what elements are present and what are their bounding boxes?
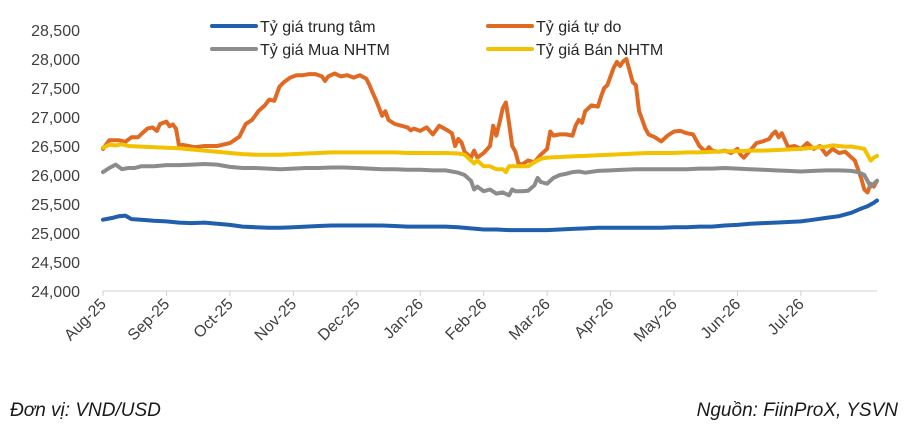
y-tick-label: 27,000 <box>31 110 80 127</box>
series-line-1 <box>101 198 879 233</box>
legend-label-4: Tỷ giá Bán NHTM <box>536 42 663 59</box>
legend-label-2: Tỷ giá tự do <box>536 19 622 36</box>
y-tick-label: 25,500 <box>31 197 80 214</box>
y-axis: 24,000 24,500 25,000 25,500 26,000 26,500 27,0… <box>31 23 80 301</box>
source-note: Nguồn: FiinProX, YSVN <box>696 400 898 421</box>
y-tick-label: 26,500 <box>31 139 80 156</box>
x-tick-label: Mar-26 <box>506 296 554 344</box>
legend-label-3: Tỷ giá Mua NHTM <box>260 42 390 59</box>
x-tick-label: Apr-26 <box>571 296 617 342</box>
y-tick-label: 27,500 <box>31 81 80 98</box>
x-tick-label: Nov-25 <box>252 296 301 345</box>
x-tick-label: Sep-25 <box>125 296 174 345</box>
y-tick-label: 28,500 <box>31 23 80 40</box>
x-tick-label: Jul-26 <box>765 296 808 339</box>
series-line-2 <box>101 57 879 195</box>
legend: Tỷ giá trung tâm Tỷ giá tự do Tỷ giá Mua N… <box>210 19 663 59</box>
x-tick-label: Feb-26 <box>443 296 491 344</box>
legend-label-1: Tỷ giá trung tâm <box>260 19 376 36</box>
y-tick-label: 24,000 <box>31 284 80 301</box>
y-tick-label: 24,500 <box>31 255 80 272</box>
unit-note: Đơn vị: VND/USD <box>10 400 161 421</box>
x-axis: Aug-25 Sep-25 Oct-25 Nov-25 Dec-25 Jan-26 Feb-… <box>61 290 877 346</box>
y-tick-label: 28,000 <box>31 52 80 69</box>
x-tick-label: May-26 <box>631 296 681 346</box>
x-tick-label: Oct-25 <box>191 296 237 342</box>
x-tick-label: Aug-25 <box>61 296 110 345</box>
y-tick-label: 25,000 <box>31 226 80 243</box>
series-layer <box>101 57 879 233</box>
series-line-4 <box>101 142 879 175</box>
series-line-3 <box>101 162 879 198</box>
y-tick-label: 26,000 <box>31 168 80 185</box>
x-tick-label: Dec-25 <box>315 296 364 345</box>
x-tick-label: Jun-26 <box>698 296 745 343</box>
x-tick-label: Jan-26 <box>380 296 427 343</box>
